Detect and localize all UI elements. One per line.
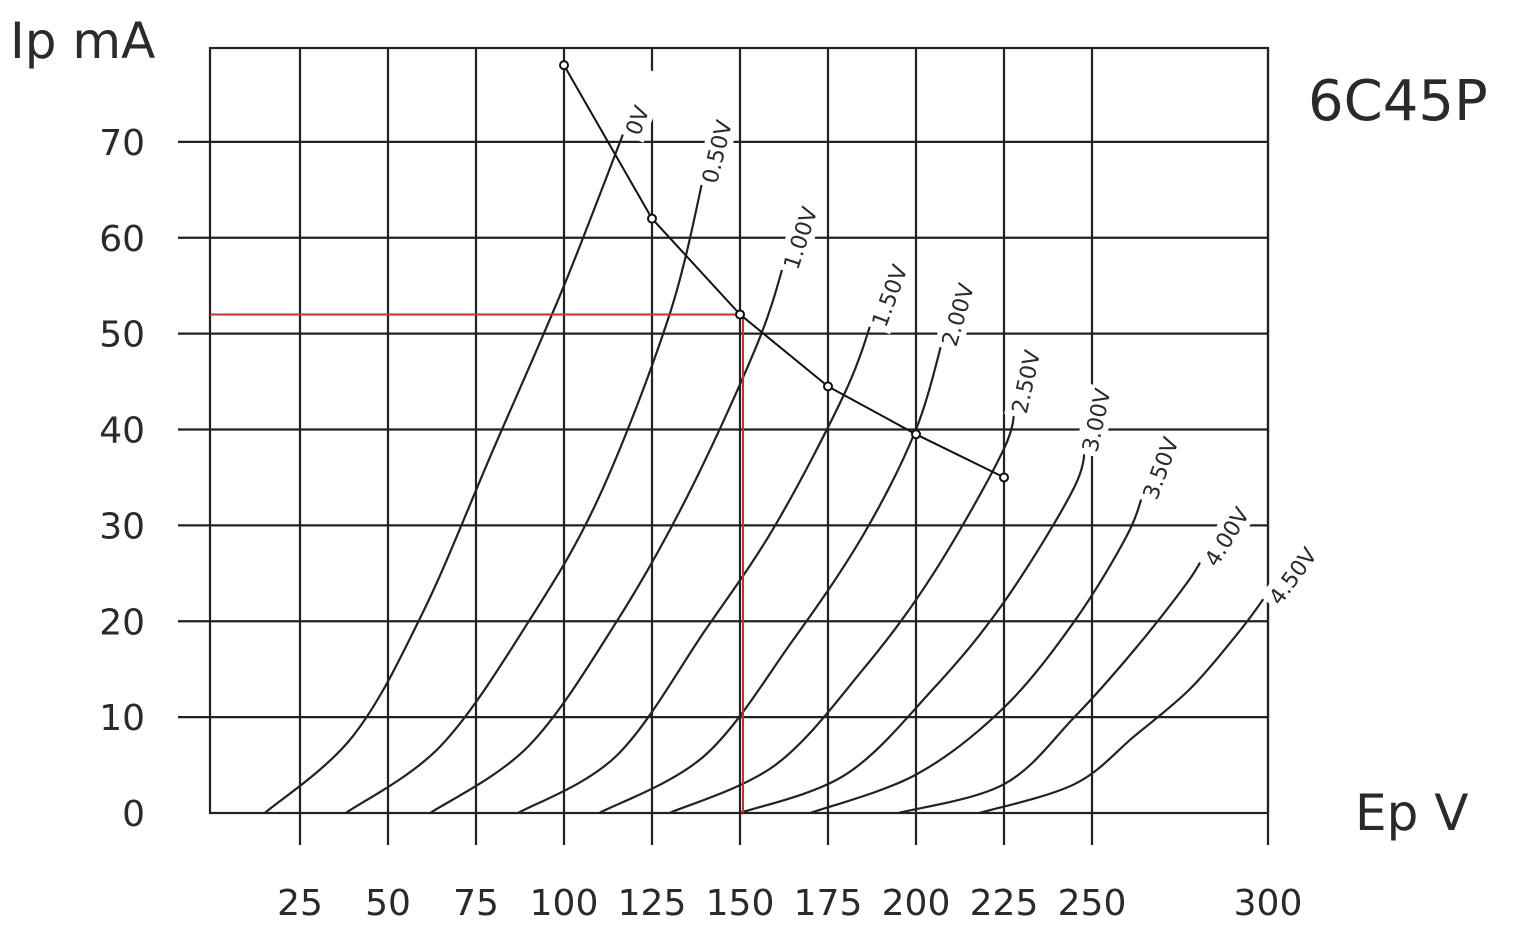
grid-bias-curve xyxy=(429,256,787,814)
y-tick-label: 30 xyxy=(99,506,145,547)
curve-label-background xyxy=(1074,383,1117,459)
y-tick-label: 20 xyxy=(99,602,145,643)
x-tick-label: 75 xyxy=(453,883,499,924)
curve-label-background xyxy=(1259,540,1324,614)
y-tick-label: 10 xyxy=(99,698,145,739)
load-line-point xyxy=(735,309,745,320)
load-line-point xyxy=(647,213,657,224)
curve-layer xyxy=(264,122,1269,815)
curve-label-background xyxy=(1195,500,1257,575)
x-axis-title: Ep V xyxy=(1355,784,1468,842)
x-tick-label: 200 xyxy=(882,883,951,924)
grid-bias-curve xyxy=(669,400,1016,815)
chart-title: 6C45P xyxy=(1308,69,1488,134)
x-tick-label: 100 xyxy=(530,883,599,924)
x-tick-label: 50 xyxy=(365,883,411,924)
x-tick-label: 25 xyxy=(277,883,323,924)
x-tick-label: 225 xyxy=(970,883,1039,924)
y-tick-label: 40 xyxy=(99,411,145,452)
curve-label-background xyxy=(694,115,739,190)
curve-label: 3.00V xyxy=(1078,386,1116,454)
grid-bias-curve xyxy=(345,170,706,814)
grid-layer xyxy=(178,46,1270,845)
grid-bias-curve xyxy=(739,438,1087,815)
curve-label-background xyxy=(1004,345,1047,420)
y-axis-title: Ip mA xyxy=(10,12,155,70)
grid-bias-curve xyxy=(979,591,1269,815)
load-line-point xyxy=(911,429,921,440)
tick-label-layer: 25 50 75 100 125 150 175 200 225 250 300 0 10 20 30 40 5… xyxy=(99,123,1302,924)
grid-bias-curve xyxy=(264,122,629,814)
y-tick-label: 60 xyxy=(99,219,145,260)
curve-label-background xyxy=(775,201,824,277)
curve-label: 2.50V xyxy=(1008,348,1046,416)
x-tick-label: 300 xyxy=(1234,883,1303,924)
x-tick-label: 150 xyxy=(706,883,775,924)
load-line xyxy=(563,64,1005,479)
curve-label: 0.50V xyxy=(698,118,738,186)
y-tick-label: 70 xyxy=(99,123,145,164)
curve-label-background xyxy=(863,258,915,335)
curve-label-background xyxy=(933,278,981,354)
grid-bias-curve xyxy=(898,553,1206,815)
grid-bias-curve xyxy=(598,333,946,814)
y-tick-label: 0 xyxy=(122,794,145,835)
load-line-point xyxy=(559,60,569,71)
x-tick-label: 175 xyxy=(794,883,863,924)
curve-label-background xyxy=(1134,431,1186,507)
y-tick-label: 50 xyxy=(99,315,145,356)
curve-label: 4.00V xyxy=(1200,504,1255,572)
x-tick-label: 250 xyxy=(1058,883,1127,924)
curve-label-background xyxy=(617,67,669,143)
load-line-point xyxy=(999,472,1009,483)
grid-bias-curve xyxy=(517,314,875,814)
overlay-layer xyxy=(210,60,1009,813)
grid-bias-curve xyxy=(810,486,1146,815)
x-tick-label: 125 xyxy=(618,883,687,924)
load-line-point xyxy=(823,381,833,392)
